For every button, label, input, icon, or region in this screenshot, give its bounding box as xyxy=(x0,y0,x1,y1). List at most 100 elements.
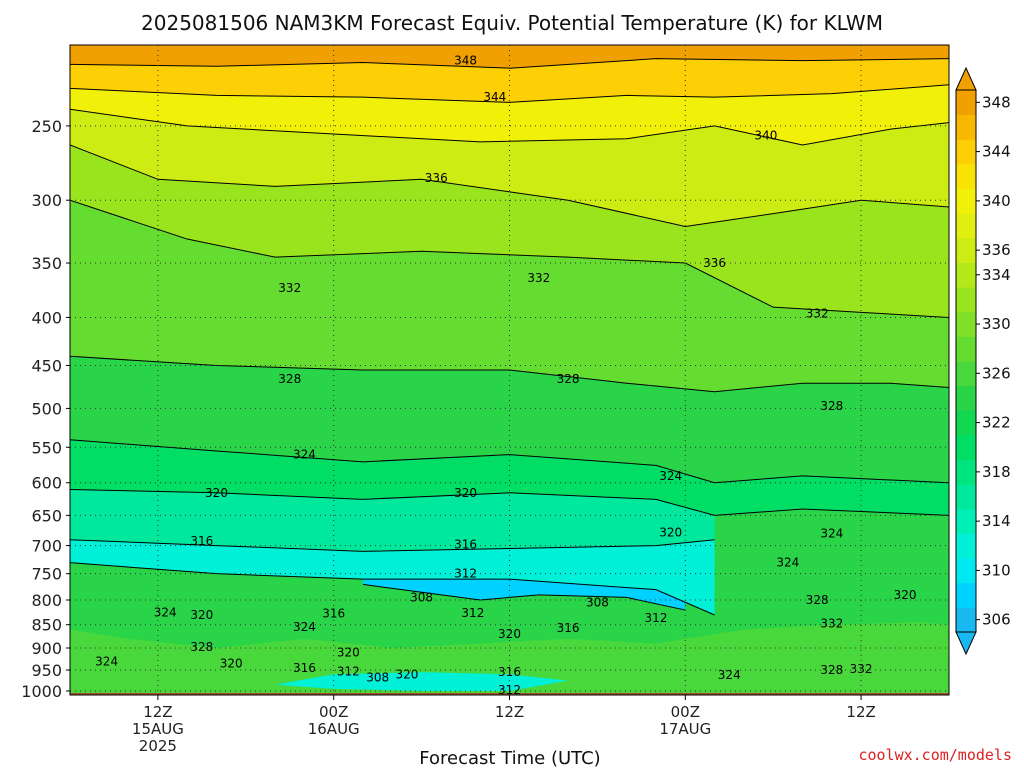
contour-label-text: 320 xyxy=(454,486,477,500)
colorbar-swatch-346 xyxy=(956,114,976,140)
contour-label-text: 332 xyxy=(850,662,873,676)
contour-label: 320 xyxy=(190,608,213,622)
ground-surface xyxy=(70,692,949,695)
colorbar-swatch-336 xyxy=(956,237,976,263)
contour-label-text: 328 xyxy=(806,593,829,607)
contour-label-text: 320 xyxy=(498,627,521,641)
contour-label-text: 332 xyxy=(820,617,843,631)
contour-348 xyxy=(70,58,949,69)
contour-label-text: 320 xyxy=(395,667,418,681)
contour-label: 332 xyxy=(850,662,873,676)
y-tick-label: 300 xyxy=(31,191,62,210)
contour-label-text: 324 xyxy=(154,606,177,620)
contour-label: 320 xyxy=(498,627,521,641)
contour-label-text: 336 xyxy=(425,171,448,185)
contour-label: 324 xyxy=(95,654,118,668)
colorbar-swatch-334 xyxy=(956,262,976,288)
contour-label: 320 xyxy=(205,486,228,500)
x-tick-label: 00Z xyxy=(671,703,700,721)
contour-label-text: 316 xyxy=(293,661,316,675)
contour-label: 312 xyxy=(337,664,360,678)
contour-label: 320 xyxy=(395,667,418,681)
colorbar-swatch-326 xyxy=(956,361,976,387)
colorbar-swatch-330 xyxy=(956,311,976,337)
contour-label-text: 332 xyxy=(278,281,301,295)
colorbar: 306 310 314 318 322 326 330 334 336 340 344 348 xyxy=(955,66,1011,656)
contour-label-text: 320 xyxy=(337,646,360,660)
contour-label: 316 xyxy=(322,607,345,621)
colorbar-swatch-340 xyxy=(956,188,976,214)
contour-336 xyxy=(70,144,949,228)
contour-label: 328 xyxy=(806,593,829,607)
contour-label: 324 xyxy=(293,620,316,634)
x-tick-label: 12Z xyxy=(846,703,875,721)
colorbar-frame xyxy=(955,89,977,633)
contour-label-text: 312 xyxy=(645,611,668,625)
colorbar-label: 314 xyxy=(982,512,1011,530)
contour-label: 316 xyxy=(454,537,477,551)
x-tick-label: 12Z xyxy=(495,703,524,721)
contour-label-text: 324 xyxy=(293,620,316,634)
contour-320 xyxy=(70,488,949,516)
contour-label: 308 xyxy=(586,596,609,610)
contour-label-text: 316 xyxy=(557,621,580,635)
colorbar-swatch-344 xyxy=(956,139,976,165)
colorbar-swatch-324 xyxy=(956,385,976,411)
credit-link[interactable]: coolwx.com/models xyxy=(858,746,1012,764)
contour-label-text: 324 xyxy=(776,556,799,570)
contour-332 xyxy=(70,199,949,318)
contour-label: 324 xyxy=(659,469,682,483)
contour-344 xyxy=(70,84,949,103)
contour-label: 324 xyxy=(293,448,316,462)
contour-label-text: 344 xyxy=(483,90,506,104)
y-tick-label: 400 xyxy=(31,308,62,327)
contour-label: 332 xyxy=(527,271,550,285)
contour-label: 312 xyxy=(461,606,484,620)
contour-label: 344 xyxy=(483,90,506,104)
contour-label-text: 328 xyxy=(820,399,843,413)
contour-label-text: 316 xyxy=(322,607,345,621)
contour-label-text: 320 xyxy=(220,657,243,671)
contour-label: 316 xyxy=(293,661,316,675)
contour-312 xyxy=(70,562,715,616)
contour-label: 340 xyxy=(754,129,777,143)
colorbar-swatch-310 xyxy=(956,558,976,584)
contour-label-text: 316 xyxy=(454,537,477,551)
colorbar-swatch-318 xyxy=(956,459,976,485)
contour-label: 316 xyxy=(190,534,213,548)
y-tick-label: 950 xyxy=(31,661,62,680)
colorbar-swatch-322 xyxy=(956,410,976,436)
contour-label: 328 xyxy=(190,640,213,654)
colorbar-swatch-332 xyxy=(956,287,976,313)
contour-label: 328 xyxy=(278,372,301,386)
contour-label-text: 316 xyxy=(498,665,521,679)
contour-label-text: 328 xyxy=(278,372,301,386)
contour-label-text: 312 xyxy=(498,683,521,697)
contour-label-text: 340 xyxy=(754,129,777,143)
contour-label: 328 xyxy=(557,372,580,386)
contour-label: 332 xyxy=(278,281,301,295)
surface-low-theta-e-pocket xyxy=(275,672,569,691)
contour-label: 328 xyxy=(820,399,843,413)
contour-label-text: 348 xyxy=(454,54,477,68)
x-tick-label: 15AUG xyxy=(132,720,184,738)
colorbar-swatch-348 xyxy=(956,90,976,116)
y-tick-label: 350 xyxy=(31,254,62,273)
colorbar-label: 340 xyxy=(982,192,1011,210)
contour-328 xyxy=(70,355,949,393)
contour-label-text: 324 xyxy=(820,527,843,541)
contour-label-text: 316 xyxy=(190,534,213,548)
y-tick-label: 700 xyxy=(31,537,62,556)
contour-label-text: 312 xyxy=(337,664,360,678)
contour-label: 332 xyxy=(806,306,829,320)
x-tick-label: 12Z xyxy=(143,703,172,721)
contour-316 xyxy=(70,539,715,552)
colorbar-swatch-312 xyxy=(956,533,976,559)
y-tick-label: 1000 xyxy=(21,682,62,701)
contour-label-text: 320 xyxy=(205,486,228,500)
y-tick-label: 250 xyxy=(31,117,62,136)
y-tick-label: 500 xyxy=(31,399,62,418)
y-tick-label: 600 xyxy=(31,474,62,493)
y-tick-label: 650 xyxy=(31,506,62,525)
